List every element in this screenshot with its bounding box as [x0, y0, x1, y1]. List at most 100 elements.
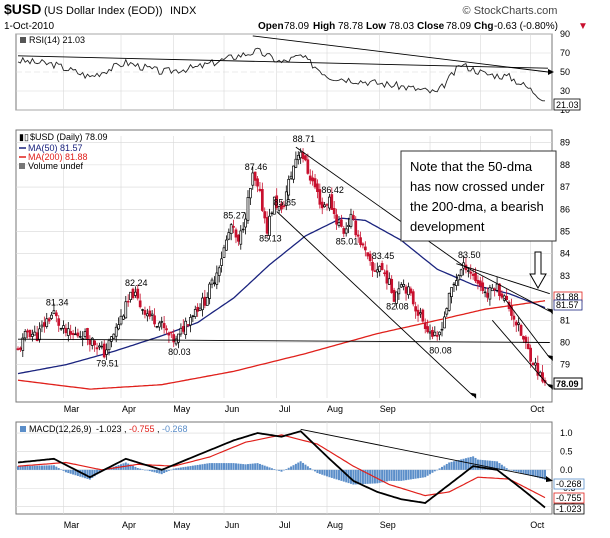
- candle-body: [419, 312, 422, 315]
- histogram-bar: [254, 463, 257, 470]
- candle-body: [352, 215, 355, 220]
- candle-body: [416, 309, 420, 316]
- candle-body: [124, 301, 128, 319]
- month-label: May: [173, 404, 191, 414]
- histogram-bar: [419, 469, 422, 478]
- support-line: [17, 338, 550, 343]
- price-annotation-label: 88.71: [293, 134, 316, 144]
- candle-body: [110, 336, 113, 342]
- rsi-tick-label: 30: [560, 86, 570, 96]
- histogram-bar: [261, 464, 264, 470]
- candle-body: [191, 315, 195, 317]
- candle-body: [105, 349, 108, 355]
- candle-body: [155, 325, 159, 328]
- candle-body: [445, 308, 449, 315]
- candle-body: [234, 229, 238, 238]
- macd-line-tag-box: [553, 503, 585, 515]
- candle-body: [38, 328, 41, 341]
- candle-body: [270, 212, 274, 215]
- histogram-bar: [292, 465, 295, 470]
- candle-body: [409, 288, 413, 294]
- histogram-bar: [522, 469, 525, 474]
- price-tick-label: 81: [560, 315, 570, 325]
- candle-body: [35, 332, 39, 342]
- histogram-bar: [163, 469, 166, 474]
- histogram-bar: [258, 463, 261, 470]
- month-label: Sep: [380, 520, 396, 530]
- candle-body: [457, 275, 461, 281]
- candle-body: [260, 189, 264, 211]
- candle-body: [438, 331, 441, 336]
- candle-body: [263, 211, 267, 219]
- histogram-bar: [246, 464, 249, 470]
- histogram-bar: [275, 469, 278, 471]
- histogram-bar: [93, 469, 96, 477]
- histogram-bar: [467, 457, 470, 470]
- macd-tick-label: 0.0: [560, 465, 573, 475]
- candle-body: [399, 284, 403, 288]
- candle-body: [102, 343, 106, 358]
- histogram-bar: [244, 464, 247, 470]
- histogram-bar: [175, 468, 178, 470]
- candle-body: [244, 218, 247, 228]
- month-label: Mar: [64, 520, 80, 530]
- histogram-bar: [52, 465, 55, 470]
- histogram-bar: [390, 469, 393, 481]
- close-value: 78.09: [446, 21, 471, 32]
- histogram-bar: [433, 469, 436, 472]
- candle-body: [304, 155, 307, 161]
- histogram-bar: [352, 469, 355, 485]
- histogram-bar: [544, 469, 546, 480]
- candle-body: [107, 339, 111, 351]
- histogram-bar: [62, 469, 65, 471]
- rsi-legend: RSI(14) 21.03: [20, 35, 85, 45]
- candle-body: [265, 217, 269, 234]
- chg-value: -0.63 (-0.80%): [494, 21, 558, 32]
- candle-body: [174, 338, 178, 345]
- candle-body: [296, 154, 300, 161]
- chg-down-arrow-icon: ▼: [578, 21, 588, 32]
- candle-body: [203, 296, 207, 306]
- candle-body: [258, 188, 262, 191]
- candle-body: [510, 305, 513, 316]
- candle-body: [256, 178, 259, 187]
- candle-body: [349, 213, 353, 227]
- histogram-bar: [503, 466, 506, 470]
- candle-body: [514, 321, 518, 326]
- histogram-bar: [302, 462, 305, 470]
- histogram-bar: [215, 463, 218, 470]
- histogram-bar: [505, 468, 508, 470]
- histogram-bar: [299, 461, 302, 470]
- copyright: © StockCharts.com: [463, 5, 558, 17]
- histogram-bar: [515, 469, 518, 472]
- histogram-bar: [208, 463, 211, 470]
- macd-legend-swatch: [20, 426, 26, 432]
- histogram-bar: [227, 463, 230, 470]
- macd-trendline: [300, 428, 553, 483]
- candle-body: [277, 206, 281, 211]
- candle-body: [162, 323, 166, 329]
- candle-body: [201, 297, 204, 311]
- candle-body: [62, 325, 65, 329]
- histogram-bar: [541, 469, 544, 480]
- histogram-bar: [76, 469, 79, 476]
- candle-body: [311, 177, 314, 182]
- histogram-bar: [412, 469, 415, 480]
- steep-bottom-arrowhead: [546, 383, 553, 390]
- histogram-bar: [287, 467, 290, 470]
- candle-body: [268, 215, 271, 236]
- histogram-bar: [345, 469, 348, 483]
- candle-body: [21, 337, 25, 351]
- histogram-bar: [335, 469, 338, 480]
- histogram-bar: [361, 469, 364, 485]
- price-annotation-label: 85.27: [223, 210, 246, 220]
- candle-body: [237, 234, 240, 242]
- note-line-4: development: [410, 219, 485, 234]
- histogram-bar: [429, 469, 432, 475]
- candle-body: [433, 331, 437, 336]
- macd-histogram: [17, 456, 546, 485]
- candle-body: [282, 205, 286, 208]
- macd-tick-label: 0.5: [560, 446, 573, 456]
- candle-body: [498, 283, 501, 297]
- candle-body: [213, 282, 216, 285]
